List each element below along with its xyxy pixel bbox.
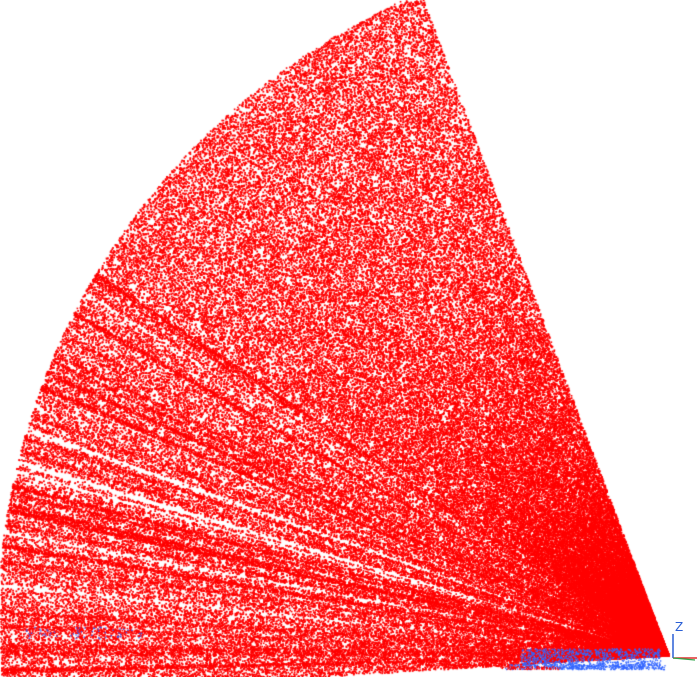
point-cloud-canvas[interactable] (0, 0, 697, 677)
point-cloud-viewport[interactable]: Z (0, 0, 697, 677)
